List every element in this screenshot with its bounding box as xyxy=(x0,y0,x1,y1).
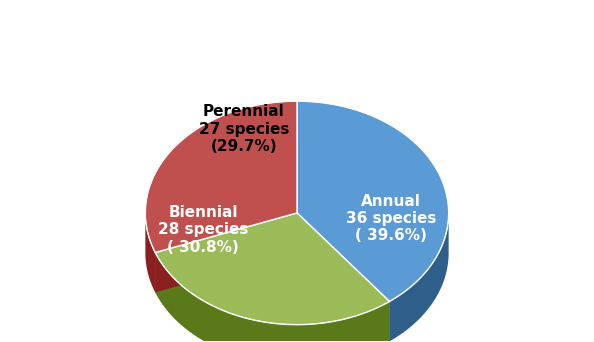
Polygon shape xyxy=(155,213,297,292)
Polygon shape xyxy=(390,214,448,341)
Polygon shape xyxy=(297,101,448,301)
Text: Perennial
27 species
(29.7%): Perennial 27 species (29.7%) xyxy=(199,104,289,154)
Polygon shape xyxy=(146,214,155,292)
Polygon shape xyxy=(146,101,297,252)
Polygon shape xyxy=(297,213,390,341)
Text: Annual
36 species
( 39.6%): Annual 36 species ( 39.6%) xyxy=(346,194,436,244)
Polygon shape xyxy=(155,213,297,292)
Polygon shape xyxy=(155,213,390,325)
Polygon shape xyxy=(155,252,390,342)
Polygon shape xyxy=(297,213,390,341)
Text: Biennial
28 species
( 30.8%): Biennial 28 species ( 30.8%) xyxy=(158,205,248,254)
